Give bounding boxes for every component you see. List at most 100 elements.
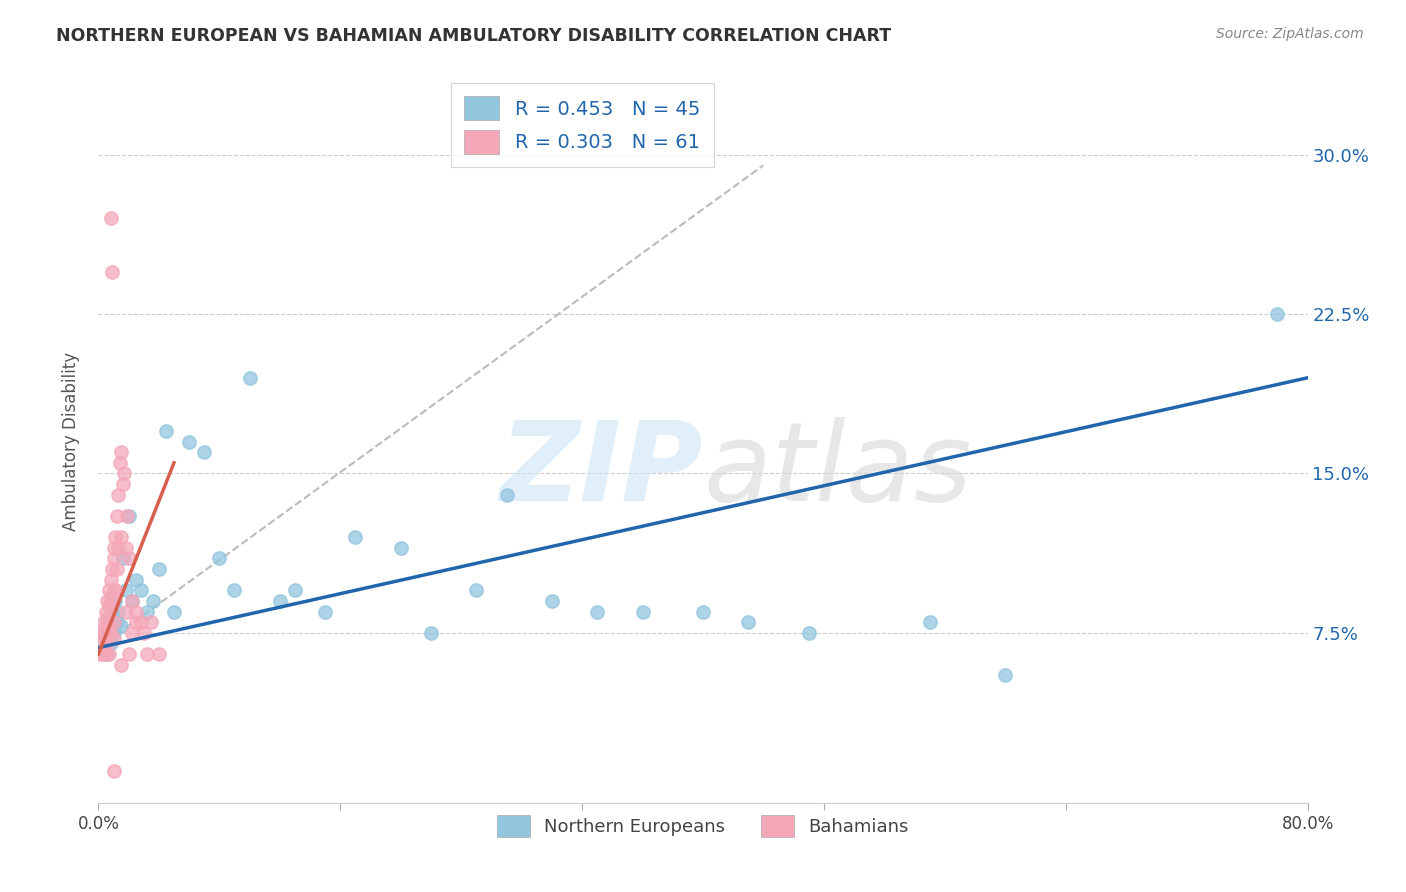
Point (797, 625, 820, 640)
Point (103, 615, 125, 630)
Point (420, 625, 443, 640)
Point (224, 583, 246, 598)
Point (103, 764, 125, 778)
Point (93, 640, 115, 655)
Point (89, 636, 111, 650)
Point (91, 625, 114, 640)
Point (100, 636, 122, 650)
Point (94, 619, 117, 633)
Point (98, 598, 121, 612)
Point (586, 605, 609, 619)
Point (110, 657, 132, 672)
Point (100, 211, 122, 226)
Point (96, 625, 118, 640)
Text: Source: ZipAtlas.com: Source: ZipAtlas.com (1216, 27, 1364, 41)
Point (1267, 307, 1289, 321)
Point (114, 605, 136, 619)
Point (100, 625, 122, 640)
Point (111, 551, 134, 566)
Point (994, 668, 1017, 682)
Point (118, 551, 141, 566)
Point (141, 615, 163, 630)
Point (110, 619, 132, 633)
Point (105, 562, 128, 576)
Text: ZIP: ZIP (499, 417, 703, 524)
Point (96, 611, 118, 625)
Text: NORTHERN EUROPEAN VS BAHAMIAN AMBULATORY DISABILITY CORRELATION CHART: NORTHERN EUROPEAN VS BAHAMIAN AMBULATORY… (56, 27, 891, 45)
Point (94, 647, 117, 661)
Point (93, 640, 115, 655)
Point (389, 541, 412, 555)
Point (93, 625, 115, 640)
Point (269, 594, 291, 608)
Point (98, 647, 121, 661)
Point (110, 445, 132, 459)
Point (98, 615, 121, 630)
Point (239, 371, 262, 385)
Point (918, 615, 941, 630)
Point (103, 583, 125, 598)
Point (284, 583, 307, 598)
Point (93, 615, 115, 630)
Point (96, 594, 118, 608)
Point (148, 647, 170, 661)
Point (142, 594, 165, 608)
Point (104, 583, 127, 598)
Point (89, 647, 111, 661)
Point (107, 541, 129, 555)
Point (94, 625, 117, 640)
Point (465, 583, 488, 598)
Point (118, 647, 141, 661)
Y-axis label: Ambulatory Disability: Ambulatory Disability (62, 352, 80, 531)
Point (208, 551, 231, 566)
Point (111, 477, 134, 491)
Point (314, 605, 336, 619)
Point (115, 508, 138, 523)
Point (101, 598, 124, 612)
Point (94, 605, 117, 619)
Point (114, 541, 136, 555)
Point (105, 508, 128, 523)
Point (110, 530, 132, 544)
Point (121, 594, 143, 608)
Point (129, 615, 152, 630)
Point (631, 605, 654, 619)
Point (91, 647, 114, 661)
Point (135, 605, 157, 619)
Point (103, 541, 125, 555)
Point (125, 615, 148, 630)
Point (100, 573, 122, 587)
Legend: Northern Europeans, Bahamians: Northern Europeans, Bahamians (491, 808, 915, 845)
Point (129, 583, 152, 598)
Point (692, 605, 714, 619)
Point (118, 508, 141, 523)
Point (94, 632, 117, 647)
Point (132, 625, 155, 640)
Point (155, 424, 177, 438)
Point (108, 456, 131, 470)
Point (114, 583, 136, 598)
Point (105, 615, 128, 630)
Point (101, 562, 124, 576)
Point (101, 264, 124, 278)
Point (121, 594, 143, 608)
Point (112, 467, 135, 481)
Point (103, 625, 125, 640)
Point (100, 590, 122, 604)
Point (91, 632, 114, 647)
Point (98, 583, 121, 598)
Point (163, 605, 186, 619)
Text: atlas: atlas (703, 417, 972, 524)
Point (104, 594, 127, 608)
Point (91, 636, 114, 650)
Point (103, 632, 125, 647)
Point (104, 530, 127, 544)
Point (540, 594, 562, 608)
Point (107, 488, 129, 502)
Point (495, 488, 517, 502)
Point (344, 530, 367, 544)
Point (101, 605, 124, 619)
Point (737, 615, 759, 630)
Point (98, 619, 121, 633)
Point (96, 647, 118, 661)
